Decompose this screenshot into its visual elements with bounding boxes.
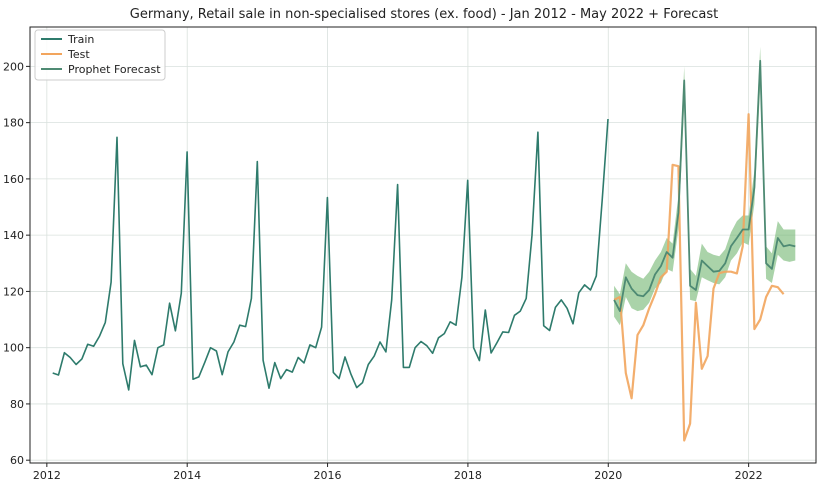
x-tick-label: 2018 bbox=[454, 469, 482, 482]
legend-label: Train bbox=[67, 33, 94, 46]
legend: Train Test Prophet Forecast bbox=[34, 29, 166, 81]
y-tick-label: 120 bbox=[3, 285, 24, 298]
test-line bbox=[613, 113, 785, 442]
legend-label: Prophet Forecast bbox=[68, 63, 161, 76]
x-tick-label: 2022 bbox=[735, 469, 763, 482]
x-axis-ticks: 2012 2014 2016 2018 2020 2022 bbox=[33, 463, 763, 482]
x-tick-label: 2012 bbox=[33, 469, 61, 482]
y-tick-label: 100 bbox=[3, 342, 24, 355]
legend-box bbox=[34, 29, 166, 81]
y-tick-label: 160 bbox=[3, 173, 24, 186]
grid-lines bbox=[30, 27, 816, 463]
y-tick-label: 200 bbox=[3, 60, 24, 73]
x-tick-label: 2016 bbox=[314, 469, 342, 482]
y-axis-ticks: 60 80 100 120 140 160 180 200 bbox=[3, 60, 30, 467]
series-lines bbox=[52, 59, 796, 442]
y-tick-label: 60 bbox=[10, 454, 24, 467]
train-line bbox=[52, 118, 609, 391]
forecast-confidence-band bbox=[614, 46, 796, 326]
plot-frame bbox=[29, 26, 817, 464]
y-tick-label: 80 bbox=[10, 398, 24, 411]
x-tick-label: 2020 bbox=[594, 469, 622, 482]
chart-title: Germany, Retail sale in non-specialised … bbox=[130, 7, 718, 22]
forecast-band-area bbox=[614, 46, 796, 326]
x-tick-label: 2014 bbox=[173, 469, 201, 482]
y-tick-label: 180 bbox=[3, 117, 24, 130]
forecast-line bbox=[613, 59, 796, 313]
legend-label: Test bbox=[67, 48, 90, 61]
y-tick-label: 140 bbox=[3, 229, 24, 242]
